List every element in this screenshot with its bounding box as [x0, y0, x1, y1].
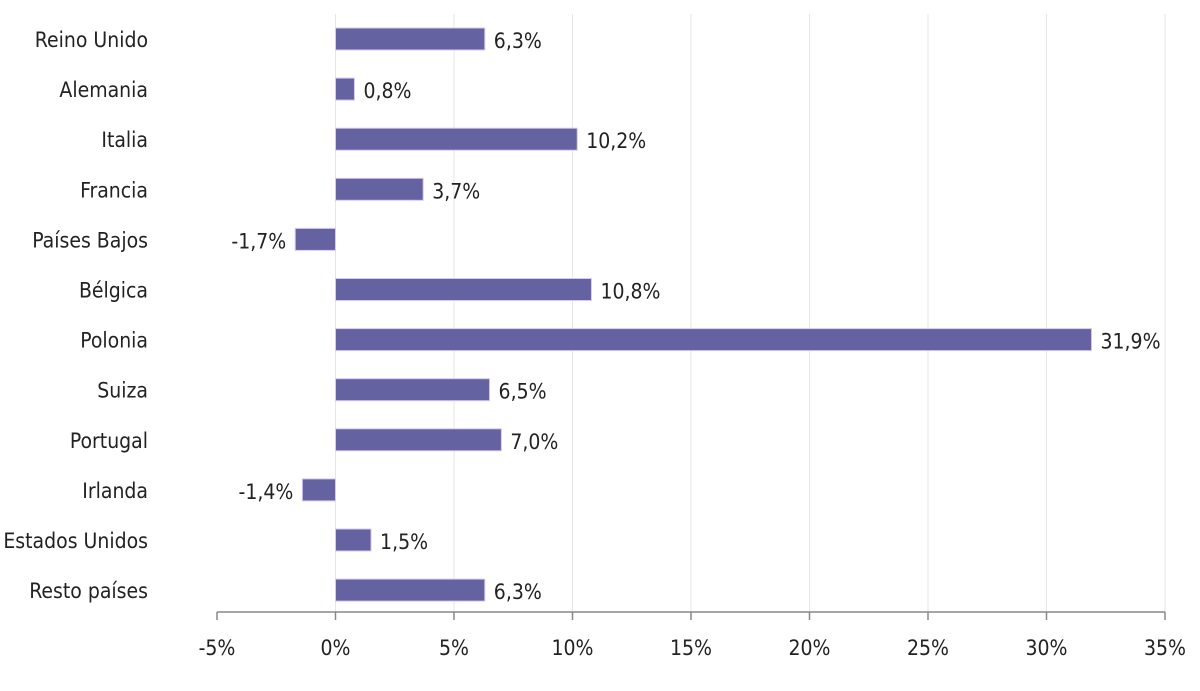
- category-label-9: Irlanda: [82, 479, 148, 503]
- bar-2: [335, 127, 578, 151]
- value-label-10: 1,5%: [380, 530, 428, 554]
- value-labels: 6,3% 0,8% 10,2% 3,7% -1,7% 10,8% 31,9% 6,5% 7,0%…: [231, 29, 1160, 604]
- category-label-1: Alemania: [59, 78, 148, 102]
- bar-6: [335, 328, 1093, 352]
- value-label-2: 10,2%: [586, 129, 646, 153]
- x-tick-label-1: 0%: [321, 636, 351, 660]
- x-tick-label-6: 25%: [907, 636, 949, 660]
- value-label-9: -1,4%: [239, 480, 294, 504]
- bar-1: [335, 77, 355, 101]
- category-label-2: Italia: [101, 128, 148, 152]
- value-label-1: 0,8%: [363, 79, 411, 103]
- bar-7: [335, 378, 491, 402]
- x-tick-label-2: 5%: [439, 636, 469, 660]
- bar-10: [335, 528, 372, 552]
- value-label-11: 6,3%: [494, 580, 542, 604]
- bar-0: [335, 27, 486, 51]
- value-label-6: 31,9%: [1101, 330, 1161, 354]
- category-label-5: Bélgica: [79, 279, 148, 303]
- x-tick-label-0: -5%: [199, 636, 236, 660]
- x-tick-label-8: 35%: [1144, 636, 1186, 660]
- bar-4: [294, 227, 336, 251]
- category-label-11: Resto países: [29, 579, 148, 603]
- x-tick-label-5: 20%: [789, 636, 831, 660]
- category-label-3: Francia: [80, 178, 148, 202]
- grid-lines: [335, 14, 1166, 612]
- value-label-7: 6,5%: [499, 380, 547, 404]
- bar-5: [335, 278, 592, 301]
- bar-9: [301, 478, 337, 502]
- category-label-10: Estados Unidos: [3, 529, 148, 553]
- bar-8: [335, 428, 502, 452]
- category-label-7: Suiza: [97, 379, 148, 403]
- value-label-3: 3,7%: [432, 179, 480, 203]
- value-label-8: 7,0%: [510, 430, 558, 454]
- x-axis: -5% 0% 5% 10% 15% 20% 25% 30% 35%: [199, 611, 1186, 660]
- category-label-8: Portugal: [70, 429, 148, 453]
- x-tick-label-7: 30%: [1026, 636, 1068, 660]
- value-label-0: 6,3%: [494, 29, 542, 53]
- x-tick-label-3: 10%: [552, 636, 594, 660]
- bars: [294, 27, 1093, 602]
- category-label-6: Polonia: [80, 329, 148, 353]
- x-tick-label-4: 15%: [670, 636, 712, 660]
- value-label-4: -1,7%: [231, 229, 286, 253]
- category-labels: Reino Unido Alemania Italia Francia Países B…: [3, 28, 148, 603]
- bar-3: [335, 177, 424, 201]
- value-label-5: 10,8%: [600, 280, 660, 304]
- category-label-0: Reino Unido: [35, 28, 148, 52]
- bar-11: [335, 578, 486, 602]
- category-label-4: Países Bajos: [32, 228, 148, 252]
